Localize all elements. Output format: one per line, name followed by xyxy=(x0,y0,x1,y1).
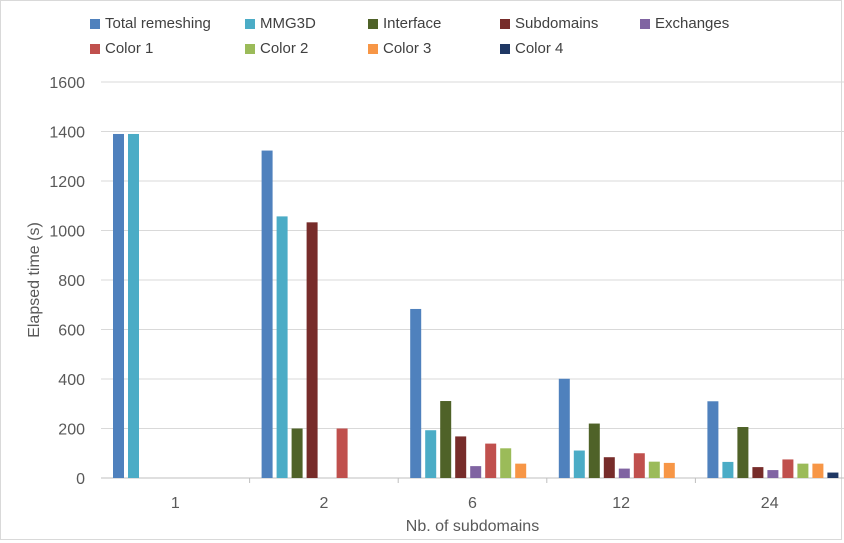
bar xyxy=(573,450,585,478)
legend-item: Color 4 xyxy=(500,40,563,58)
legend-item: Total remeshing xyxy=(90,15,211,33)
legend-swatch xyxy=(90,19,100,29)
legend-swatch xyxy=(90,44,100,54)
x-tick-label: 24 xyxy=(761,495,779,512)
x-tick-label: 1 xyxy=(171,495,180,512)
bar xyxy=(113,133,124,478)
legend-label: Interface xyxy=(383,15,442,32)
legend-swatch xyxy=(500,44,510,54)
bar xyxy=(722,461,734,478)
legend-label: Exchanges xyxy=(655,15,730,32)
bar xyxy=(797,463,809,478)
bar xyxy=(440,401,452,478)
legend-item: Color 3 xyxy=(368,40,431,58)
bar xyxy=(485,443,497,478)
x-tick-label: 2 xyxy=(319,495,328,512)
bar xyxy=(558,378,570,478)
legend-item: MMG3D xyxy=(245,15,316,33)
bar xyxy=(261,150,273,478)
bar xyxy=(603,457,615,478)
bar xyxy=(291,428,303,478)
y-tick-label: 1600 xyxy=(49,75,85,92)
bar xyxy=(812,463,824,478)
bar xyxy=(455,436,467,478)
legend-item: Interface xyxy=(368,15,441,33)
bar xyxy=(500,448,512,478)
legend-label: Color 4 xyxy=(515,40,564,57)
bar xyxy=(515,463,527,478)
bar xyxy=(782,459,794,478)
y-tick-label: 1200 xyxy=(49,174,85,191)
legend-label: Color 3 xyxy=(383,40,432,57)
x-tick-label: 6 xyxy=(468,495,477,512)
bar xyxy=(336,428,348,478)
bar xyxy=(767,470,779,478)
bar xyxy=(306,222,318,478)
bar xyxy=(633,453,645,478)
legend-item: Color 1 xyxy=(90,40,153,58)
legend-label: Total remeshing xyxy=(105,15,211,32)
legend-label: Color 1 xyxy=(105,40,154,57)
bar xyxy=(470,466,482,478)
bar xyxy=(276,216,288,478)
x-axis-title: Nb. of subdomains xyxy=(406,518,539,535)
bar xyxy=(752,467,764,478)
y-tick-label: 0 xyxy=(76,471,85,488)
bar xyxy=(827,472,839,478)
legend-swatch xyxy=(368,44,378,54)
bar xyxy=(707,401,719,478)
bar xyxy=(618,468,630,478)
bar xyxy=(128,133,139,478)
y-tick-label: 600 xyxy=(58,323,85,340)
bar xyxy=(663,462,675,478)
bar xyxy=(648,461,660,478)
bar xyxy=(588,423,600,478)
legend-swatch xyxy=(245,19,255,29)
y-tick-label: 1000 xyxy=(49,224,85,241)
legend-label: MMG3D xyxy=(260,15,316,32)
y-tick-label: 800 xyxy=(58,273,85,290)
bar xyxy=(425,430,437,478)
legend-item: Exchanges xyxy=(640,15,729,33)
y-tick-label: 1400 xyxy=(49,125,85,142)
legend-label: Subdomains xyxy=(515,15,599,32)
legend-swatch xyxy=(368,19,378,29)
y-tick-label: 400 xyxy=(58,372,85,389)
legend-label: Color 2 xyxy=(260,40,309,57)
bar xyxy=(737,427,749,478)
x-tick-label: 12 xyxy=(612,495,630,512)
legend-item: Color 2 xyxy=(245,40,308,58)
legend-swatch xyxy=(500,19,510,29)
legend-swatch xyxy=(640,19,650,29)
legend-swatch xyxy=(245,44,255,54)
bar xyxy=(410,308,422,478)
y-tick-label: 200 xyxy=(58,422,85,439)
legend-item: Subdomains xyxy=(500,15,598,33)
y-axis-title: Elapsed time (s) xyxy=(26,222,43,338)
